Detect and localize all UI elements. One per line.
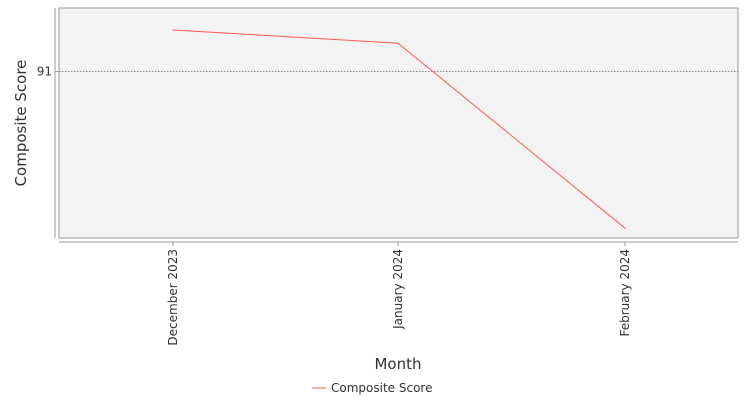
data-point — [624, 227, 626, 229]
y-axis: 91 — [37, 8, 59, 238]
x-tick-label: December 2023 — [166, 249, 180, 346]
y-tick-label: 91 — [37, 65, 52, 79]
series-lines — [172, 29, 626, 229]
x-axis-title: Month — [374, 355, 421, 373]
y-axis-title: Composite Score — [12, 60, 30, 187]
x-tick-label: February 2024 — [618, 249, 632, 337]
plot-area — [58, 7, 739, 239]
x-tick-label: January 2024 — [391, 249, 405, 330]
legend-label: Composite Score — [331, 381, 432, 395]
legend: Composite Score — [312, 381, 432, 395]
data-point — [172, 29, 174, 31]
data-point — [397, 42, 399, 44]
x-axis: December 2023 January 2024 February 2024 — [59, 241, 738, 346]
